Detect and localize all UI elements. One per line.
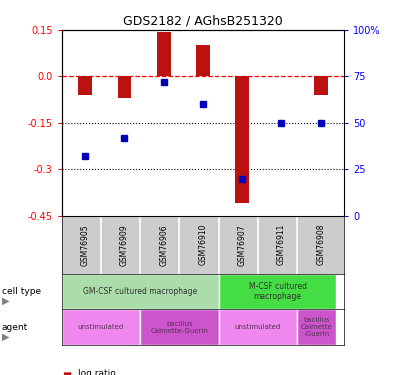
Text: GSM76907: GSM76907	[238, 224, 247, 266]
Text: log ratio: log ratio	[78, 369, 115, 375]
Bar	[62, 309, 140, 345]
Text: unstimulated: unstimulated	[235, 324, 281, 330]
Bar	[235, 76, 249, 203]
Text: unstimulated: unstimulated	[78, 324, 124, 330]
Text: ▶: ▶	[2, 296, 10, 306]
Text: GSM76911: GSM76911	[277, 224, 286, 266]
Bar	[196, 45, 210, 76]
Bar	[297, 309, 336, 345]
Title: GDS2182 / AGhsB251320: GDS2182 / AGhsB251320	[123, 15, 283, 27]
Text: GSM76909: GSM76909	[120, 224, 129, 266]
Text: GSM76910: GSM76910	[199, 224, 207, 266]
Text: ▶: ▶	[2, 332, 10, 342]
Bar	[62, 274, 219, 309]
Text: bacillus
Calmette
-Guerin: bacillus Calmette -Guerin	[301, 317, 333, 337]
Bar	[140, 309, 219, 345]
Bar	[78, 76, 92, 95]
Bar	[314, 76, 328, 95]
Bar	[157, 32, 171, 76]
Text: GSM76906: GSM76906	[159, 224, 168, 266]
Bar	[219, 309, 297, 345]
Text: bacillus
Calmette-Guerin: bacillus Calmette-Guerin	[150, 321, 209, 334]
Text: M-CSF cultured
macrophage: M-CSF cultured macrophage	[248, 282, 306, 301]
Bar	[219, 274, 336, 309]
Text: cell type: cell type	[2, 287, 41, 296]
Text: ■: ■	[62, 371, 71, 375]
Text: GSM76905: GSM76905	[81, 224, 90, 266]
Text: GM-CSF cultured macrophage: GM-CSF cultured macrophage	[83, 287, 197, 296]
Text: GSM76908: GSM76908	[316, 224, 325, 266]
Text: agent: agent	[2, 322, 28, 332]
Bar	[118, 76, 131, 98]
